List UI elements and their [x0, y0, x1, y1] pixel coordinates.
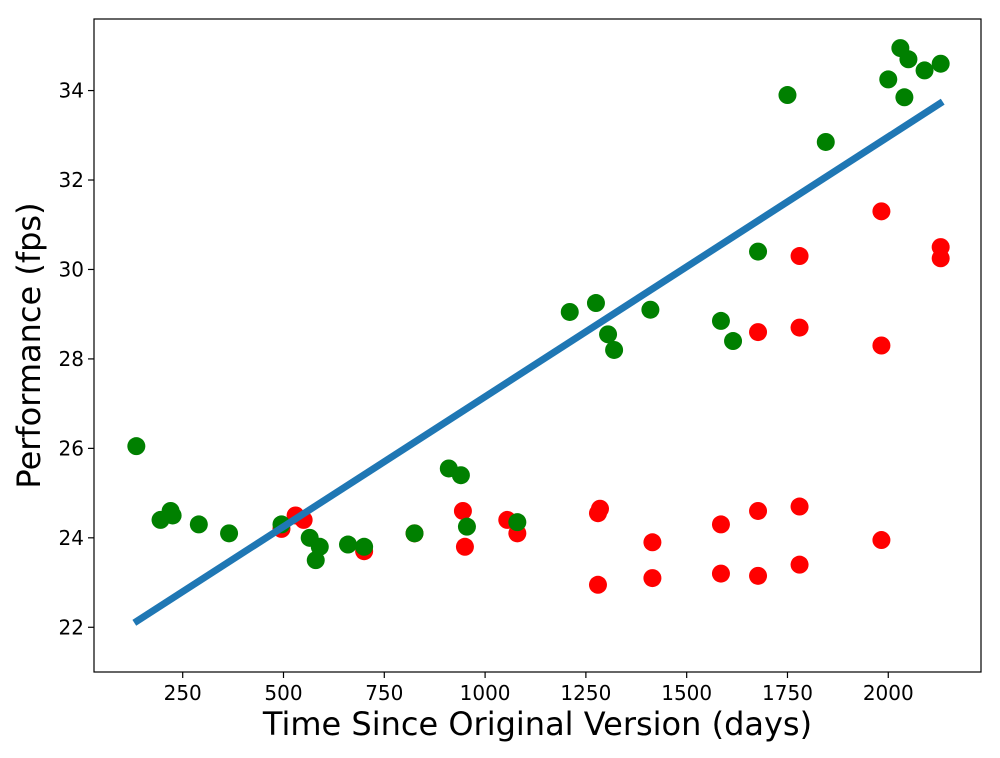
point-series0-23 [872, 202, 891, 221]
y-tick-label-4: 30 [59, 257, 84, 281]
trend-line [132, 98, 945, 626]
y-tick-label-3: 28 [59, 347, 84, 371]
point-series0-27 [931, 249, 950, 268]
point-series0-25 [872, 531, 891, 550]
x-tick-label-7: 2000 [863, 681, 914, 705]
point-series0-16 [749, 323, 768, 342]
point-series0-21 [790, 497, 809, 516]
point-series0-15 [711, 564, 730, 583]
plot-frame [93, 18, 982, 673]
point-series1-21 [641, 300, 660, 319]
point-series1-18 [586, 294, 605, 313]
x-axis-title: Time Since Original Version (days) [262, 705, 812, 743]
x-tick-label-1: 500 [264, 681, 302, 705]
point-series0-10 [590, 499, 609, 518]
point-series1-26 [816, 132, 835, 151]
point-series0-24 [872, 336, 891, 355]
axes: 250 500 750 1000 1250 1500 1750 2000 22 24 26 28 30 3… [59, 79, 914, 705]
y-axis-title: Performance (fps) [10, 202, 48, 488]
point-series1-15 [457, 517, 476, 536]
point-series1-24 [749, 242, 768, 261]
y-tick-label-6: 34 [59, 79, 84, 103]
plot-background [94, 19, 981, 672]
point-series1-3 [163, 506, 182, 525]
point-series0-19 [790, 247, 809, 266]
point-series0-6 [455, 537, 474, 556]
point-series0-5 [453, 501, 472, 520]
point-series1-23 [724, 332, 743, 351]
point-series0-18 [749, 566, 768, 585]
point-series1-31 [915, 61, 934, 80]
point-series1-29 [895, 88, 914, 107]
point-series1-32 [931, 54, 950, 73]
point-series1-10 [339, 535, 358, 554]
point-series1-25 [778, 86, 797, 105]
x-tick-label-4: 1250 [560, 681, 611, 705]
x-tick-label-6: 1750 [762, 681, 813, 705]
point-series1-27 [879, 70, 898, 89]
point-series1-9 [310, 537, 329, 556]
point-series0-20 [790, 318, 809, 337]
point-series0-14 [711, 515, 730, 534]
point-series1-12 [405, 524, 424, 543]
y-tick-label-1: 24 [59, 526, 84, 550]
point-series1-20 [605, 340, 624, 359]
data-marks [127, 39, 950, 626]
point-series1-14 [451, 466, 470, 485]
point-series1-16 [508, 513, 527, 532]
y-tick-label-5: 32 [59, 168, 84, 192]
point-series0-13 [643, 569, 662, 588]
point-series1-0 [127, 437, 146, 456]
point-series0-17 [749, 501, 768, 520]
point-series0-12 [643, 533, 662, 552]
x-tick-label-3: 1000 [460, 681, 511, 705]
point-series0-11 [588, 575, 607, 594]
x-tick-label-0: 250 [164, 681, 202, 705]
point-series0-22 [790, 555, 809, 574]
point-series1-4 [189, 515, 208, 534]
y-tick-label-2: 26 [59, 436, 84, 460]
point-series1-19 [599, 325, 618, 344]
point-series1-22 [711, 311, 730, 330]
y-tick-label-0: 22 [59, 615, 84, 639]
x-tick-label-5: 1500 [661, 681, 712, 705]
x-tick-label-2: 750 [365, 681, 403, 705]
point-series1-17 [560, 302, 579, 321]
point-series1-11 [355, 537, 374, 556]
point-series1-30 [899, 50, 918, 69]
point-series1-5 [220, 524, 239, 543]
